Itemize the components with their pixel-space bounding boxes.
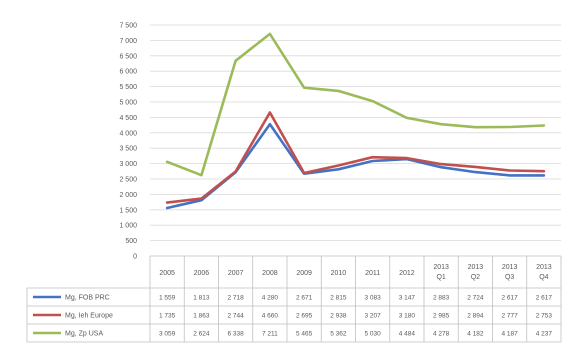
x-category-label: Q4 bbox=[539, 274, 548, 281]
legend-label: Mg, Ieh Europe bbox=[65, 313, 113, 320]
data-label: 7 211 bbox=[262, 331, 278, 338]
x-category-label: 2013 bbox=[502, 264, 518, 271]
data-label: 2 617 bbox=[536, 295, 553, 302]
data-label: 2 777 bbox=[501, 313, 518, 320]
legend-label: Mg, Zp USA bbox=[65, 331, 103, 338]
data-label: 4 237 bbox=[536, 331, 553, 338]
x-category-label: Q1 bbox=[436, 274, 445, 281]
legend-label: Mg, FOB PRC bbox=[65, 295, 110, 302]
y-tick-label: 1 500 bbox=[119, 207, 137, 214]
data-label: 4 660 bbox=[262, 313, 279, 320]
y-tick-label: 5 000 bbox=[119, 100, 137, 107]
data-label: 2 671 bbox=[296, 295, 313, 302]
data-label: 3 207 bbox=[364, 313, 381, 320]
y-tick-label: 7 000 bbox=[119, 38, 137, 45]
data-label: 2 753 bbox=[536, 313, 553, 320]
x-category-label: 2008 bbox=[262, 270, 278, 277]
data-label: 2 624 bbox=[193, 331, 210, 338]
data-label: 2 938 bbox=[330, 313, 347, 320]
x-category-label: 2010 bbox=[331, 270, 347, 277]
data-label: 2 985 bbox=[433, 313, 450, 320]
data-label: 1 559 bbox=[159, 295, 176, 302]
data-label: 4 280 bbox=[262, 295, 279, 302]
data-label: 1 813 bbox=[193, 295, 210, 302]
x-category-label: 2006 bbox=[194, 270, 210, 277]
series-line bbox=[165, 32, 546, 177]
data-label: 5 362 bbox=[330, 331, 347, 338]
y-tick-label: 6 000 bbox=[119, 69, 137, 76]
data-label: 4 182 bbox=[467, 331, 484, 338]
data-label: 5 030 bbox=[364, 331, 381, 338]
data-label: 5 465 bbox=[296, 331, 313, 338]
y-tick-label: 7 500 bbox=[119, 23, 137, 30]
data-label: 3 083 bbox=[364, 295, 381, 302]
x-category-label: 2013 bbox=[536, 264, 552, 271]
x-category-label: Q3 bbox=[505, 274, 514, 281]
data-label: 3 180 bbox=[399, 313, 416, 320]
y-tick-label: 3 000 bbox=[119, 161, 137, 168]
data-label: 2 617 bbox=[501, 295, 518, 302]
x-category-label: 2012 bbox=[399, 270, 415, 277]
data-label: 2 883 bbox=[433, 295, 450, 302]
y-tick-label: 4 000 bbox=[119, 130, 137, 137]
x-category-label: Q2 bbox=[471, 274, 480, 281]
x-category-label: 2013 bbox=[433, 264, 449, 271]
y-tick-label: 1 000 bbox=[119, 223, 137, 230]
data-label: 2 744 bbox=[227, 313, 244, 320]
data-label: 4 484 bbox=[399, 331, 416, 338]
data-label: 3 059 bbox=[159, 331, 176, 338]
data-label: 2 724 bbox=[467, 295, 484, 302]
y-tick-label: 500 bbox=[125, 238, 137, 245]
x-category-label: 2005 bbox=[159, 270, 175, 277]
data-label: 1 735 bbox=[159, 313, 176, 320]
y-tick-label: 2 500 bbox=[119, 177, 137, 184]
data-label: 2 718 bbox=[227, 295, 244, 302]
x-category-label: 2011 bbox=[365, 270, 380, 277]
data-label: 4 187 bbox=[501, 331, 518, 338]
data-label: 6 338 bbox=[227, 331, 244, 338]
series-line bbox=[165, 111, 546, 204]
y-tick-label: 6 500 bbox=[119, 53, 137, 60]
y-tick-label: 2 000 bbox=[119, 192, 137, 199]
x-category-label: 2009 bbox=[296, 270, 312, 277]
y-tick-label: 4 500 bbox=[119, 115, 137, 122]
data-label: 4 278 bbox=[433, 331, 450, 338]
data-label: 3 147 bbox=[399, 295, 416, 302]
data-label: 1 863 bbox=[193, 313, 210, 320]
y-tick-label: 5 500 bbox=[119, 84, 137, 91]
data-label: 2 815 bbox=[330, 295, 347, 302]
y-tick-label: 0 bbox=[133, 254, 137, 261]
x-category-label: 2013 bbox=[468, 264, 484, 271]
data-label: 2 894 bbox=[467, 313, 484, 320]
data-label: 2 695 bbox=[296, 313, 313, 320]
y-tick-label: 3 500 bbox=[119, 146, 137, 153]
x-category-label: 2007 bbox=[228, 270, 244, 277]
